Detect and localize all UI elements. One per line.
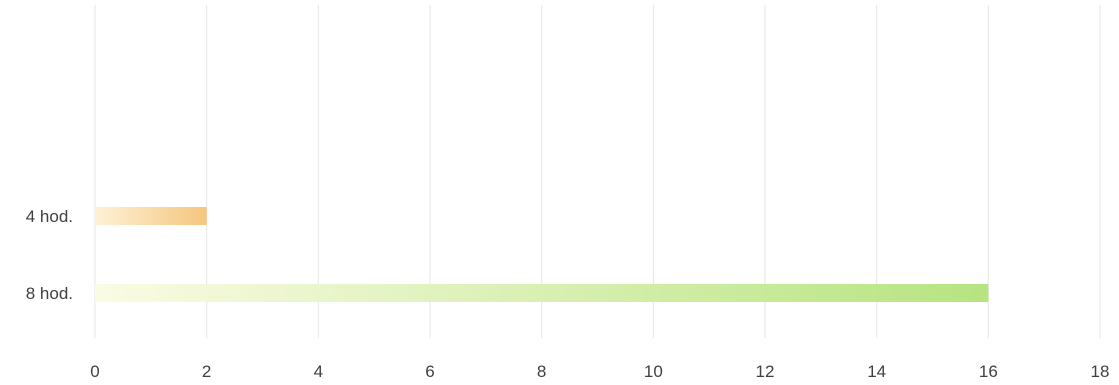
x-tick-label: 10 [644, 362, 663, 381]
gridlines [94, 5, 1101, 338]
x-axis-tick-labels: 0 2 4 6 8 10 12 14 16 18 [90, 362, 1109, 381]
x-tick-label: 16 [979, 362, 998, 381]
category-label: 4 hod. [26, 207, 73, 226]
category-labels: 4 hod. 8 hod. [26, 207, 73, 303]
x-tick-label: 12 [756, 362, 775, 381]
x-tick-label: 2 [202, 362, 211, 381]
x-tick-label: 18 [1091, 362, 1110, 381]
bars [95, 207, 989, 302]
x-tick-label: 14 [867, 362, 886, 381]
x-tick-label: 4 [314, 362, 323, 381]
x-tick-label: 8 [537, 362, 546, 381]
category-label: 8 hod. [26, 284, 73, 303]
x-tick-label: 6 [425, 362, 434, 381]
bar-8-hod [95, 284, 989, 302]
x-tick-label: 0 [90, 362, 99, 381]
bar-4-hod [95, 207, 207, 225]
